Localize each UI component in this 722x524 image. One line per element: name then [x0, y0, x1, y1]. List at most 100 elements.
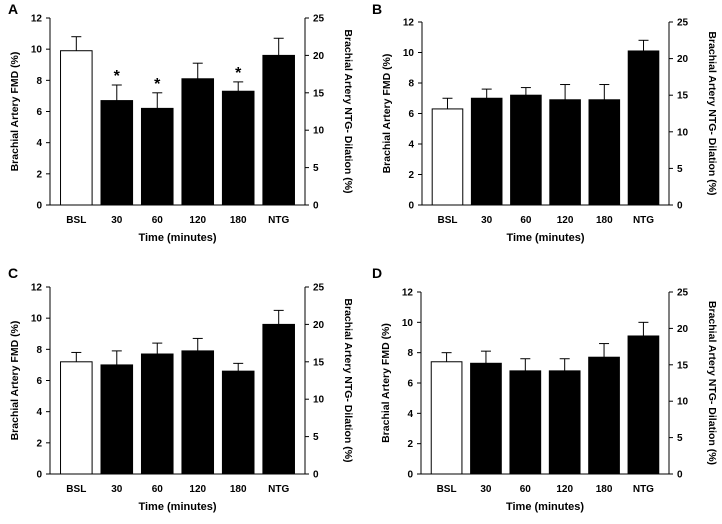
x-tick-label: 60 [520, 484, 532, 495]
bar [181, 78, 215, 206]
bar [431, 108, 464, 206]
x-tick-label: 120 [189, 215, 206, 226]
y-axis-title-right: Brachial Artery NTG- Dilation (%) [706, 31, 718, 195]
bar [140, 353, 174, 475]
bar [60, 50, 93, 206]
bar [510, 94, 542, 206]
panel-letter: D [372, 265, 382, 281]
y-tick-label-left: 2 [36, 438, 42, 449]
y-tick-label-left: 10 [403, 48, 415, 59]
y-tick-label-right: 25 [677, 18, 689, 29]
y-tick-label-right: 5 [313, 432, 319, 443]
y-tick-label-left: 4 [36, 138, 42, 149]
y-tick-label-right: 25 [313, 14, 325, 25]
y-tick-label-left: 2 [407, 439, 413, 450]
y-tick-label-right: 15 [313, 357, 325, 368]
y-tick-label-left: 10 [402, 318, 414, 329]
y-tick-label-left: 6 [36, 107, 42, 118]
y-tick-label-left: 6 [408, 109, 414, 120]
y-tick-label-left: 6 [36, 376, 42, 387]
bar [588, 356, 620, 475]
y-axis-title-left: Brachial Artery FMD (%) [9, 321, 21, 441]
bar [221, 90, 255, 206]
x-tick-label: NTG [268, 215, 289, 226]
significance-star: * [154, 76, 161, 93]
x-tick-label: BSL [437, 484, 457, 495]
y-tick-label-right: 20 [677, 54, 689, 65]
x-tick-label: BSL [66, 215, 86, 226]
y-axis-title-left: Brachial Artery FMD (%) [381, 54, 393, 174]
y-tick-label-right: 25 [313, 283, 325, 294]
x-tick-label: NTG [268, 484, 289, 495]
y-tick-label-right: 15 [313, 88, 325, 99]
y-tick-label-right: 20 [313, 51, 325, 62]
x-tick-label: 120 [556, 484, 573, 495]
y-tick-label-left: 0 [36, 201, 42, 212]
x-axis-title: Time (minutes) [506, 501, 584, 513]
x-tick-label: 30 [111, 215, 123, 226]
y-tick-label-right: 10 [677, 397, 689, 408]
x-tick-label: 60 [152, 215, 164, 226]
x-tick-label: 30 [480, 484, 492, 495]
y-tick-label-right: 10 [313, 395, 325, 406]
y-tick-label-left: 12 [31, 14, 43, 25]
panel-letter: B [372, 1, 382, 17]
x-tick-label: 30 [111, 484, 123, 495]
y-axis-title-left: Brachial Artery FMD (%) [380, 323, 392, 443]
y-tick-label-left: 12 [402, 288, 414, 299]
x-tick-label: 180 [230, 484, 247, 495]
y-tick-label-right: 0 [313, 470, 319, 481]
x-tick-label: 60 [152, 484, 164, 495]
y-axis-title-right: Brachial Artery NTG- Dilation (%) [342, 298, 354, 462]
y-tick-label-left: 2 [408, 170, 414, 181]
bar [509, 370, 542, 475]
y-tick-label-right: 20 [677, 324, 689, 335]
y-axis-title-left: Brachial Artery FMD (%) [9, 52, 21, 172]
bar [549, 99, 581, 206]
y-tick-label-left: 4 [36, 407, 42, 418]
bar [588, 99, 621, 206]
y-tick-label-right: 0 [677, 470, 683, 481]
y-tick-label-left: 8 [407, 348, 413, 359]
y-tick-label-right: 10 [677, 127, 689, 138]
x-tick-label: NTG [633, 215, 654, 226]
x-tick-label: 180 [596, 215, 613, 226]
bar [627, 335, 660, 475]
y-tick-label-left: 12 [403, 18, 415, 29]
y-tick-label-right: 0 [677, 201, 683, 212]
bar [470, 362, 502, 475]
y-axis-title-right: Brachial Artery NTG- Dilation (%) [342, 29, 354, 193]
x-axis-title: Time (minutes) [506, 232, 584, 244]
x-tick-label: 30 [481, 215, 493, 226]
x-tick-label: 120 [557, 215, 574, 226]
y-tick-label-right: 10 [313, 126, 325, 137]
y-tick-label-right: 15 [677, 360, 689, 371]
x-axis-title: Time (minutes) [138, 501, 216, 513]
bar [181, 350, 215, 475]
x-tick-label: 60 [520, 215, 532, 226]
bar [100, 364, 134, 475]
y-tick-label-left: 0 [408, 201, 414, 212]
x-tick-label: BSL [437, 215, 457, 226]
x-axis-title: Time (minutes) [138, 232, 216, 244]
bar [430, 361, 463, 475]
y-tick-label-left: 4 [408, 140, 414, 151]
y-tick-label-right: 5 [313, 163, 319, 174]
y-tick-label-left: 8 [36, 345, 42, 356]
y-tick-label-right: 15 [677, 91, 689, 102]
y-tick-label-right: 20 [313, 320, 325, 331]
y-tick-label-left: 8 [36, 76, 42, 87]
bar [262, 323, 295, 475]
x-tick-label: 120 [189, 484, 206, 495]
y-tick-label-left: 0 [407, 470, 413, 481]
bar [221, 370, 255, 475]
y-tick-label-left: 10 [31, 45, 43, 56]
y-tick-label-right: 0 [313, 201, 319, 212]
significance-star: * [235, 65, 242, 82]
bar [627, 50, 660, 206]
